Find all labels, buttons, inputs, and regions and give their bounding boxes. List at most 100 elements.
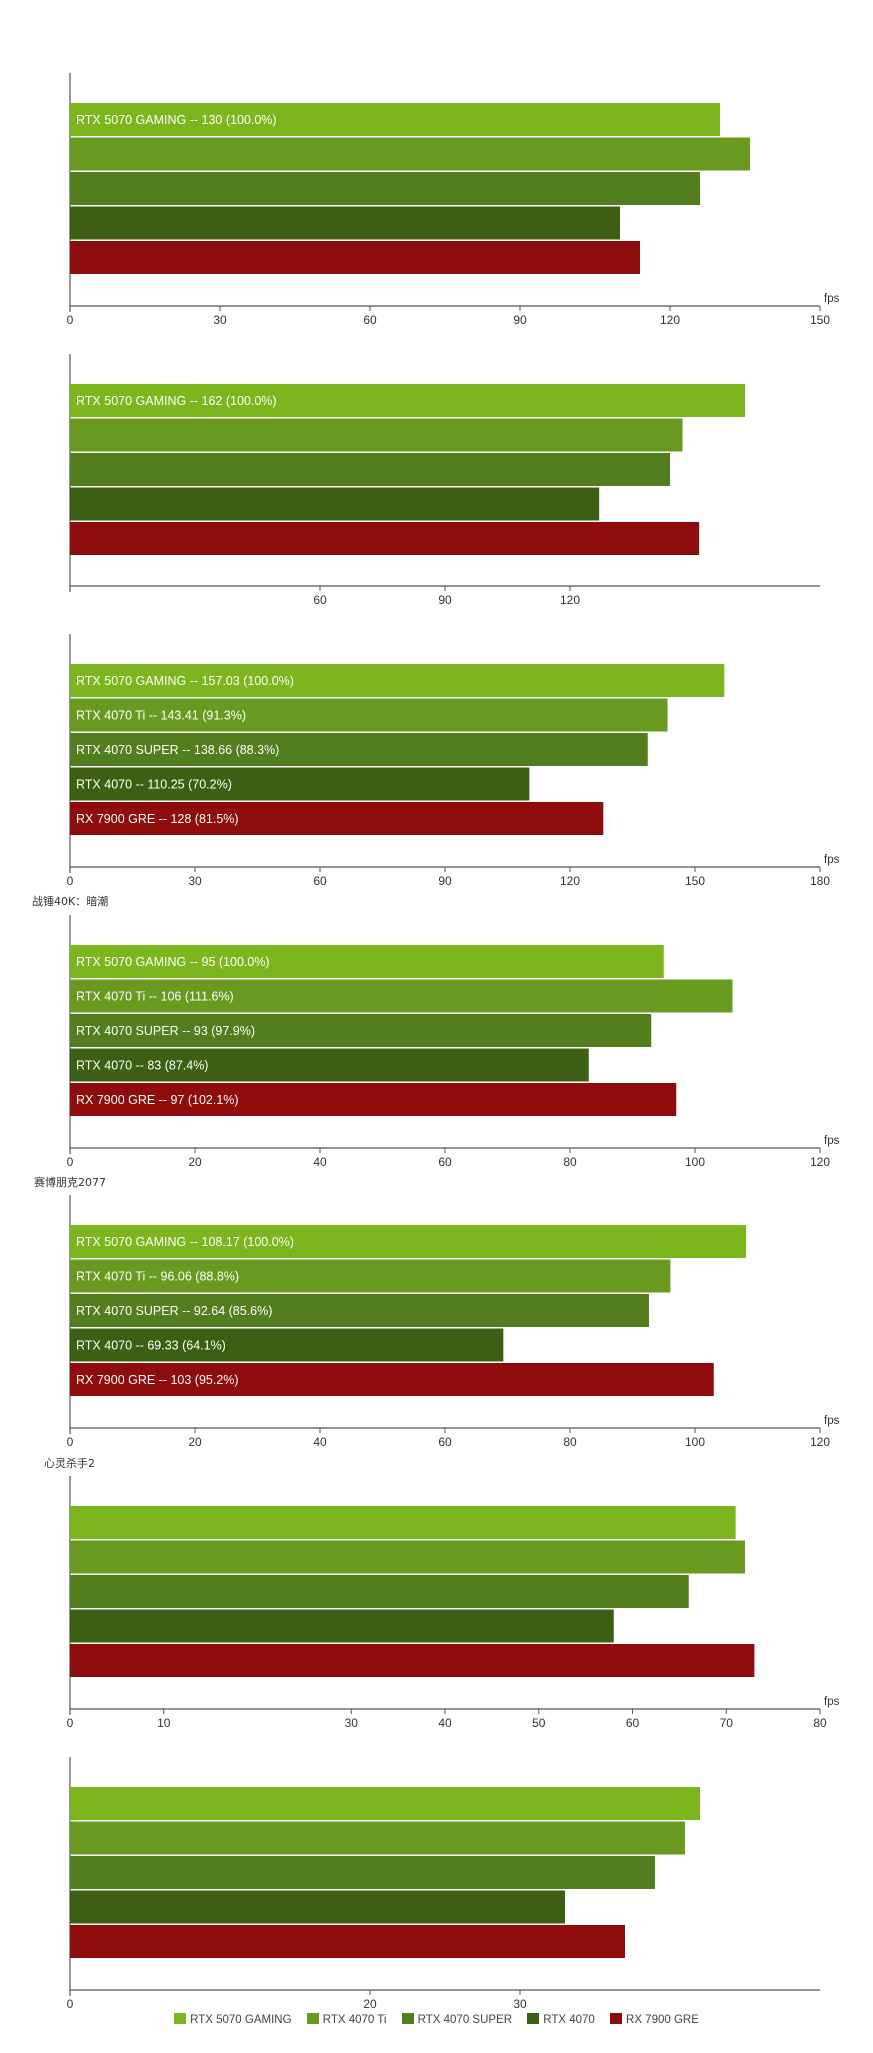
bar-rtx-4070-super	[70, 1575, 689, 1608]
x-axis-unit-label: fps	[824, 1135, 840, 1147]
bar-data-label: RTX 5070 GAMING -- 95 (100.0%)	[76, 955, 270, 969]
x-axis-unit-label: fps	[824, 293, 840, 305]
x-tick-label: 50	[532, 1716, 546, 1730]
legend-label-rtx4070super: RTX 4070 SUPER	[417, 2014, 513, 2026]
bar-rtx-4070	[70, 1328, 504, 1362]
x-tick-label: 180	[810, 874, 830, 888]
x-tick-label: 120	[660, 313, 680, 327]
bar-data-label: RTX 4070 Ti -- 106 (111.6%)	[76, 990, 234, 1004]
x-tick-label: 0	[67, 874, 74, 888]
x-tick-label: 30	[188, 874, 202, 888]
bar-rx-7900-gre	[70, 522, 700, 555]
legend-item-rtx4070super: RTX 4070 SUPER	[401, 2013, 513, 2026]
bar-data-label: RTX 4070 -- 83 (87.4%)	[76, 1059, 208, 1073]
bar-rtx-5070-gaming	[70, 664, 725, 697]
x-tick-label: 0	[67, 1997, 74, 2011]
x-tick-label: 120	[560, 874, 580, 888]
x-tick-label: 0	[67, 1435, 74, 1449]
legend-item-rx7900gre: RX 7900 GRE	[610, 2013, 699, 2026]
bar-rtx-4070-ti	[70, 1259, 671, 1293]
x-tick-label: 30	[213, 313, 227, 327]
bar-rx-7900-gre	[70, 1644, 755, 1677]
bar-rtx-5070-gaming	[70, 384, 745, 417]
x-tick-label: 0	[67, 1155, 74, 1169]
x-tick-label: 90	[513, 313, 527, 327]
bar-rtx-5070-gaming	[70, 103, 720, 136]
x-tick-label: 40	[438, 1716, 452, 1730]
x-tick-label: 20	[188, 1435, 202, 1449]
x-tick-label: 40	[313, 1155, 327, 1169]
bar-rx-7900-gre	[70, 802, 604, 835]
x-tick-label: 150	[810, 313, 830, 327]
chart-title-warhammer: 战锤40K：暗潮	[32, 895, 109, 908]
bar-rtx-4070-super	[70, 1014, 652, 1047]
bar-rtx-5070-gaming	[70, 1506, 736, 1539]
bar-data-label: RTX 4070 Ti -- 143.41 (91.3%)	[76, 709, 246, 723]
legend-swatch-rx7900gre	[610, 2013, 623, 2024]
x-axis-unit-label: fps	[824, 854, 840, 866]
bar-data-label: RTX 4070 Ti -- 96.06 (88.8%)	[76, 1270, 239, 1284]
legend-swatch-rtx4070	[527, 2013, 540, 2024]
x-tick-label: 10	[157, 1716, 171, 1730]
x-tick-label: 100	[685, 1155, 705, 1169]
bar-data-label: RTX 4070 SUPER -- 93 (97.9%)	[76, 1024, 255, 1038]
x-tick-label: 120	[560, 593, 580, 607]
bar-rtx-4070	[70, 767, 530, 801]
bar-rx-7900-gre	[70, 1083, 677, 1116]
x-tick-label: 20	[188, 1155, 202, 1169]
x-tick-label: 60	[626, 1716, 640, 1730]
x-tick-label: 100	[685, 1435, 705, 1449]
bar-rtx-4070-super	[70, 1294, 649, 1327]
x-tick-label: 30	[345, 1716, 359, 1730]
bar-data-label: RX 7900 GRE -- 97 (102.1%)	[76, 1093, 239, 1107]
legend-label-rtx4070: RTX 4070	[543, 2014, 595, 2026]
chart-title-alan-wake: 心灵杀手2	[44, 1457, 95, 1470]
x-tick-label: 60	[438, 1435, 452, 1449]
x-tick-label: 0	[67, 313, 74, 327]
x-tick-label: 120	[810, 1155, 830, 1169]
bar-rtx-4070-ti	[70, 418, 683, 452]
x-tick-label: 60	[313, 593, 327, 607]
legend-item-rtx5070: RTX 5070 GAMING	[174, 2013, 292, 2026]
bar-rtx-4070	[70, 1609, 614, 1643]
legend-swatch-rtx5070	[174, 2013, 187, 2024]
legend-item-rtx4070: RTX 4070	[527, 2013, 595, 2026]
legend-item-rtx4070ti: RTX 4070 Ti	[306, 2013, 387, 2026]
bar-rtx-4070-super	[70, 1856, 655, 1889]
x-axis-unit-label: fps	[824, 1415, 840, 1427]
x-tick-label: 90	[438, 874, 452, 888]
x-tick-label: 0	[67, 1716, 74, 1730]
bar-rtx-4070-ti	[70, 979, 733, 1013]
x-tick-label: 30	[513, 1997, 527, 2011]
x-tick-label: 80	[813, 1716, 827, 1730]
bar-rtx-4070-ti	[70, 1540, 745, 1574]
x-tick-label: 40	[313, 1435, 327, 1449]
legend-label-rx7900gre: RX 7900 GRE	[626, 2014, 699, 2026]
bar-data-label: RTX 4070 -- 69.33 (64.1%)	[76, 1339, 226, 1353]
x-tick-label: 120	[810, 1435, 830, 1449]
x-tick-label: 150	[685, 874, 705, 888]
bar-rtx-4070-super	[70, 172, 700, 205]
bar-data-label: RTX 5070 GAMING -- 162 (100.0%)	[76, 394, 277, 408]
bar-rtx-4070-super	[70, 453, 670, 486]
legend-label-rtx5070: RTX 5070 GAMING	[190, 2014, 292, 2026]
legend-label-rtx4070ti: RTX 4070 Ti	[322, 2014, 387, 2026]
x-tick-label: 60	[363, 313, 377, 327]
bar-rx-7900-gre	[70, 1925, 625, 1958]
bar-rx-7900-gre	[70, 241, 640, 274]
bar-rtx-4070-ti	[70, 137, 750, 171]
bar-data-label: RTX 4070 -- 110.25 (70.2%)	[76, 778, 232, 792]
bar-data-label: RX 7900 GRE -- 128 (81.5%)	[76, 812, 239, 826]
chart-legend: RTX 5070 GAMING RTX 4070 Ti RTX 4070 SUP…	[0, 2013, 873, 2026]
x-tick-label: 80	[563, 1435, 577, 1449]
bar-rtx-4070-ti	[70, 698, 668, 732]
bar-rtx-5070-gaming	[70, 1225, 747, 1258]
bar-rtx-4070-super	[70, 733, 648, 766]
bar-rtx-5070-gaming	[70, 945, 664, 978]
bar-rtx-4070	[70, 206, 620, 240]
bar-rtx-5070-gaming	[70, 1787, 700, 1820]
x-tick-label: 80	[563, 1155, 577, 1169]
x-tick-label: 60	[313, 874, 327, 888]
